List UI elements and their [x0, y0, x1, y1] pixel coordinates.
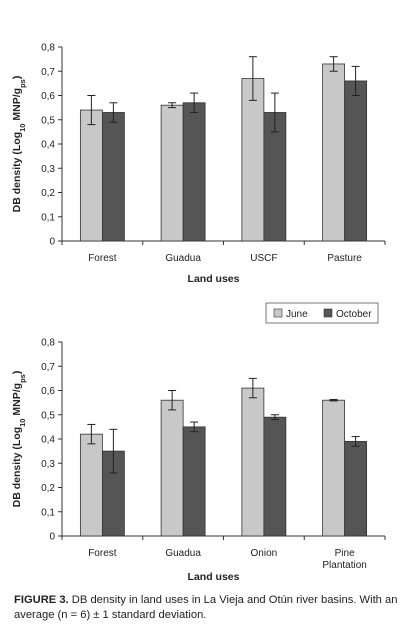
- caption-text: DB density in land uses in La Vieja and …: [14, 594, 398, 621]
- x-category-label: USCF: [250, 253, 277, 264]
- legend-label-october: October: [336, 309, 372, 320]
- x-axis-label: Land uses: [188, 273, 240, 285]
- chart-top: DB density (Log10 MNP/gps) 0 0,1 0,2 0,3 0,4 0…: [11, 43, 386, 285]
- y-tick-label: 0,7: [41, 67, 55, 78]
- x-axis-label: Land uses: [188, 571, 240, 583]
- x-category-label: Guadua: [165, 548, 201, 559]
- y-tick-label: 0,8: [41, 43, 55, 54]
- bar-october-forest: [101, 112, 125, 242]
- x-category-label: Guadua: [165, 253, 201, 264]
- caption-label: FIGURE 3.: [14, 594, 69, 606]
- y-tick-label: 0,4: [41, 435, 55, 446]
- bar-june-uscf: [241, 78, 265, 242]
- bar-june-guadua: [160, 399, 184, 537]
- bar-october-guadua: [182, 426, 206, 537]
- y-tick-label: 0,5: [41, 115, 55, 126]
- bar-october-pasture: [344, 80, 368, 242]
- y-tick-label: 0,2: [41, 483, 55, 494]
- y-axis-label: DB density (Log10 MNP/gps): [11, 371, 27, 508]
- y-tick-label: 0,6: [41, 91, 55, 102]
- y-tick-label: 0: [49, 532, 55, 543]
- bar-june-forest: [79, 109, 103, 242]
- bar-october-pine-plantation: [344, 441, 368, 537]
- bar-october-onion: [263, 416, 287, 537]
- y-tick-label: 0,3: [41, 164, 55, 175]
- y-tick-label: 0,4: [41, 140, 55, 151]
- bar-october-guadua: [182, 102, 206, 242]
- y-tick-label: 0,1: [41, 212, 55, 223]
- bar-june-forest: [79, 433, 103, 537]
- y-tick-label: 0,8: [41, 338, 55, 349]
- y-tick-label: 0: [49, 237, 55, 248]
- chart-bottom: DB density (Log10 MNP/gps) 0 0,1 0,2 0,3 0,4 0…: [11, 302, 386, 583]
- y-tick-label: 0,1: [41, 507, 55, 518]
- x-category-label: Forest: [88, 548, 117, 559]
- y-axis-label: DB density (Log10 MNP/gps): [11, 76, 27, 213]
- x-category-label: Pasture: [327, 253, 362, 264]
- bar-june-pasture: [322, 63, 346, 242]
- x-category-label: Forest: [88, 253, 117, 264]
- x-category-label: Onion: [251, 548, 278, 559]
- bar-june-onion: [241, 387, 265, 537]
- y-tick-label: 0,2: [41, 188, 55, 199]
- y-tick-label: 0,5: [41, 410, 55, 421]
- y-tick-label: 0,6: [41, 386, 55, 397]
- legend-swatch-june: [273, 308, 283, 318]
- bar-june-guadua: [160, 104, 184, 242]
- x-category-label: Pine: [335, 548, 355, 559]
- legend-swatch-october: [323, 308, 333, 318]
- legend-box: [265, 302, 379, 324]
- y-tick-label: 0,7: [41, 362, 55, 373]
- legend-label-june: June: [286, 309, 308, 320]
- figure-caption: FIGURE 3. DB density in land uses in La …: [14, 593, 400, 623]
- y-tick-label: 0,3: [41, 459, 55, 470]
- x-category-label: Plantation: [322, 560, 366, 571]
- bar-june-pine-plantation: [322, 399, 346, 537]
